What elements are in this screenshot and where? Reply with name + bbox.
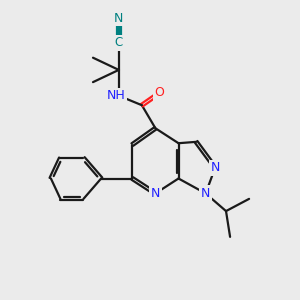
Text: N: N: [201, 187, 210, 200]
Text: N: N: [211, 161, 220, 174]
Text: C: C: [115, 36, 123, 49]
Text: NH: NH: [107, 89, 125, 102]
Text: O: O: [154, 86, 164, 100]
Text: N: N: [151, 187, 160, 200]
Text: N: N: [114, 12, 124, 25]
